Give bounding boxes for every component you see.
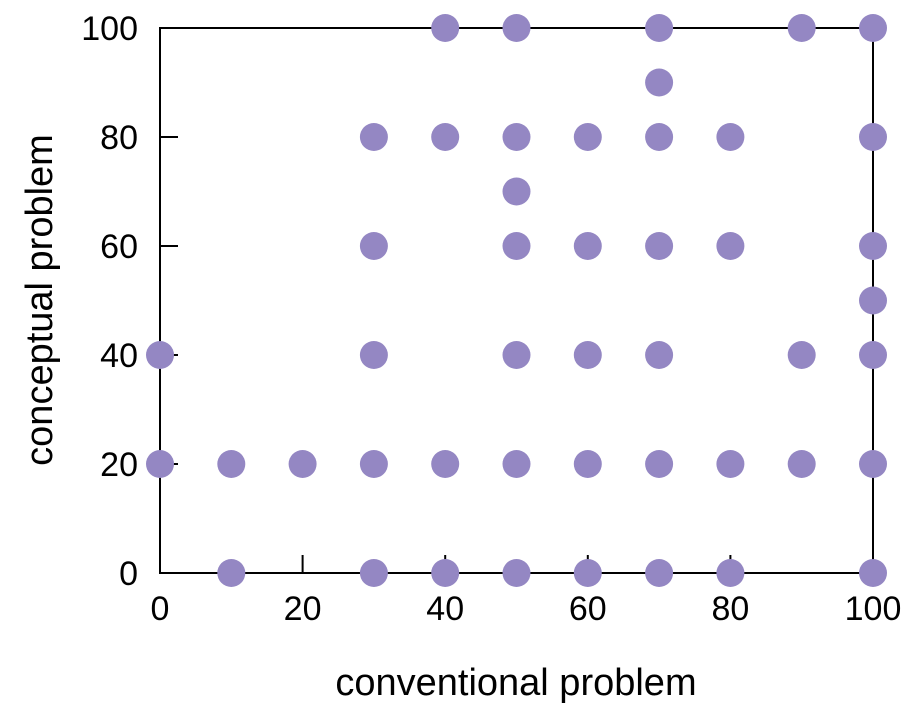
data-point xyxy=(217,450,245,478)
data-point xyxy=(645,14,673,42)
plot-frame xyxy=(160,28,873,573)
data-point xyxy=(574,450,602,478)
data-point xyxy=(716,232,744,260)
x-tick-label: 0 xyxy=(151,590,170,628)
data-point xyxy=(645,123,673,151)
x-tick-label: 80 xyxy=(711,590,749,628)
data-point xyxy=(360,341,388,369)
data-point xyxy=(574,341,602,369)
data-point xyxy=(431,559,459,587)
data-point xyxy=(788,450,816,478)
x-tick-label: 40 xyxy=(426,590,464,628)
data-point xyxy=(859,123,887,151)
data-point xyxy=(503,450,531,478)
data-point xyxy=(503,14,531,42)
y-tick-label: 20 xyxy=(100,446,138,484)
data-point xyxy=(788,14,816,42)
data-point xyxy=(859,450,887,478)
data-point xyxy=(360,450,388,478)
data-point xyxy=(716,123,744,151)
data-point xyxy=(859,559,887,587)
data-point xyxy=(217,559,245,587)
data-point xyxy=(360,559,388,587)
data-point xyxy=(503,559,531,587)
data-point xyxy=(146,450,174,478)
data-point xyxy=(859,287,887,315)
data-point xyxy=(788,341,816,369)
data-point xyxy=(859,232,887,260)
y-tick-label: 40 xyxy=(100,337,138,375)
data-point xyxy=(431,123,459,151)
data-points xyxy=(146,14,887,587)
data-point xyxy=(574,123,602,151)
data-point xyxy=(645,559,673,587)
data-point xyxy=(360,232,388,260)
x-tick-label: 20 xyxy=(284,590,322,628)
data-point xyxy=(503,178,531,206)
data-point xyxy=(574,232,602,260)
data-point xyxy=(716,559,744,587)
data-point xyxy=(645,232,673,260)
y-tick-label: 0 xyxy=(119,555,138,593)
data-point xyxy=(574,559,602,587)
data-point xyxy=(503,123,531,151)
x-axis-label: conventional problem xyxy=(335,662,696,704)
x-tick-label: 100 xyxy=(845,590,902,628)
x-tick-label: 60 xyxy=(569,590,607,628)
data-point xyxy=(716,450,744,478)
data-point xyxy=(360,123,388,151)
y-tick-label: 60 xyxy=(100,228,138,266)
data-point xyxy=(146,341,174,369)
data-point xyxy=(645,341,673,369)
y-axis-ticks: 0 20 40 60 80 100 xyxy=(81,10,178,593)
data-point xyxy=(645,69,673,97)
y-axis-label: conceptual problem xyxy=(19,134,61,466)
y-tick-label: 80 xyxy=(100,119,138,157)
y-tick-label: 100 xyxy=(81,10,138,48)
data-point xyxy=(289,450,317,478)
data-point xyxy=(503,232,531,260)
data-point xyxy=(431,14,459,42)
data-point xyxy=(645,450,673,478)
data-point xyxy=(503,341,531,369)
data-point xyxy=(859,14,887,42)
data-point xyxy=(859,341,887,369)
data-point xyxy=(431,450,459,478)
